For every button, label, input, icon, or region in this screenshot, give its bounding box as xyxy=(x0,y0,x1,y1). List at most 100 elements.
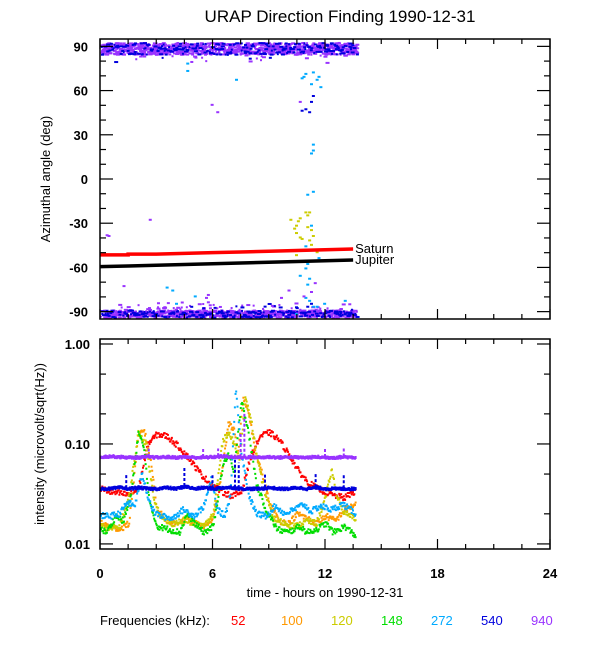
series-point xyxy=(342,527,345,530)
series-point xyxy=(267,497,270,500)
series-point xyxy=(353,534,356,537)
series-point xyxy=(264,512,267,515)
series-point xyxy=(218,489,221,492)
series-point xyxy=(199,526,202,529)
scatter-point xyxy=(284,42,288,45)
series-point xyxy=(305,532,308,535)
series-point xyxy=(181,512,184,515)
series-point xyxy=(140,429,143,432)
series-point xyxy=(260,516,263,519)
series-point xyxy=(308,519,311,522)
scatter-point xyxy=(251,52,255,55)
scatter-point xyxy=(337,49,341,52)
series-point xyxy=(131,502,134,505)
series-point xyxy=(232,426,235,429)
scatter-point xyxy=(111,314,114,317)
scatter-point xyxy=(301,49,306,52)
series-point xyxy=(294,513,297,516)
series-point xyxy=(172,442,175,445)
series-point xyxy=(165,516,168,519)
series-point xyxy=(313,519,316,522)
series-point xyxy=(227,503,230,506)
series-point xyxy=(108,524,111,527)
series-point xyxy=(352,491,354,494)
series-point xyxy=(238,428,241,431)
series-point xyxy=(329,491,332,494)
scatter-point xyxy=(171,43,176,46)
scatter-point xyxy=(282,314,285,317)
scatter-point xyxy=(305,314,309,317)
scatter-point xyxy=(213,52,216,55)
scatter-point xyxy=(231,49,235,52)
series-point xyxy=(269,506,272,509)
series-point xyxy=(349,531,352,534)
series-point xyxy=(118,524,121,527)
series-point xyxy=(196,520,199,523)
series-point xyxy=(225,459,228,462)
series-point xyxy=(317,530,320,533)
series-point xyxy=(246,407,249,410)
series-point xyxy=(179,447,182,450)
series-point xyxy=(354,513,357,516)
scatter-point xyxy=(188,46,191,49)
scatter-point-120 xyxy=(295,254,298,257)
series-point xyxy=(252,486,255,490)
series-point xyxy=(103,516,106,519)
series-point xyxy=(242,407,245,410)
series-point xyxy=(231,465,234,468)
scatter-point xyxy=(187,43,191,46)
scatter-point-940 xyxy=(313,282,317,285)
series-point xyxy=(249,416,252,419)
scatter-point xyxy=(325,61,330,64)
scatter-point xyxy=(161,44,166,47)
scatter-point xyxy=(351,44,355,47)
series-point xyxy=(213,510,216,513)
scatter-point xyxy=(137,48,140,51)
series-point xyxy=(226,431,228,434)
scatter-point xyxy=(195,315,199,318)
series-point xyxy=(202,523,205,526)
scatter-point xyxy=(223,50,226,53)
series-point xyxy=(169,530,172,533)
series-point xyxy=(342,511,345,514)
series-point xyxy=(187,514,190,517)
scatter-point xyxy=(310,313,314,316)
series-point xyxy=(329,515,332,518)
saturn-annotation: Saturn xyxy=(355,241,393,256)
series-point xyxy=(195,512,198,515)
series-point xyxy=(151,469,154,472)
series-point xyxy=(155,506,158,509)
scatter-point xyxy=(346,42,349,45)
series-point xyxy=(322,503,325,506)
scatter-point xyxy=(108,44,113,47)
series-point xyxy=(158,435,161,438)
series-point xyxy=(305,478,308,481)
scatter-point xyxy=(222,315,227,318)
series-point xyxy=(321,507,324,510)
series-point xyxy=(217,511,220,514)
scatter-point xyxy=(130,45,134,48)
series-point xyxy=(248,486,251,490)
scatter-point-120 xyxy=(308,239,312,242)
scatter-point xyxy=(333,43,337,46)
series-point xyxy=(268,428,271,431)
scatter-point xyxy=(257,43,262,46)
series-point xyxy=(318,487,321,491)
scatter-point xyxy=(327,48,330,51)
scatter-point xyxy=(284,53,288,56)
scatter-point xyxy=(288,43,291,46)
scatter-point xyxy=(226,43,230,46)
series-point xyxy=(315,528,318,531)
scatter-point xyxy=(336,311,339,314)
scatter-point xyxy=(253,46,256,49)
series-point xyxy=(271,517,274,520)
series-point xyxy=(249,421,252,424)
scatter-point xyxy=(231,48,234,51)
scatter-point xyxy=(315,316,318,319)
scatter-point xyxy=(170,48,174,51)
series-point xyxy=(332,476,335,479)
series-point xyxy=(262,478,265,481)
scatter-point xyxy=(161,56,164,59)
scatter-point xyxy=(195,44,199,47)
series-point xyxy=(218,491,221,494)
